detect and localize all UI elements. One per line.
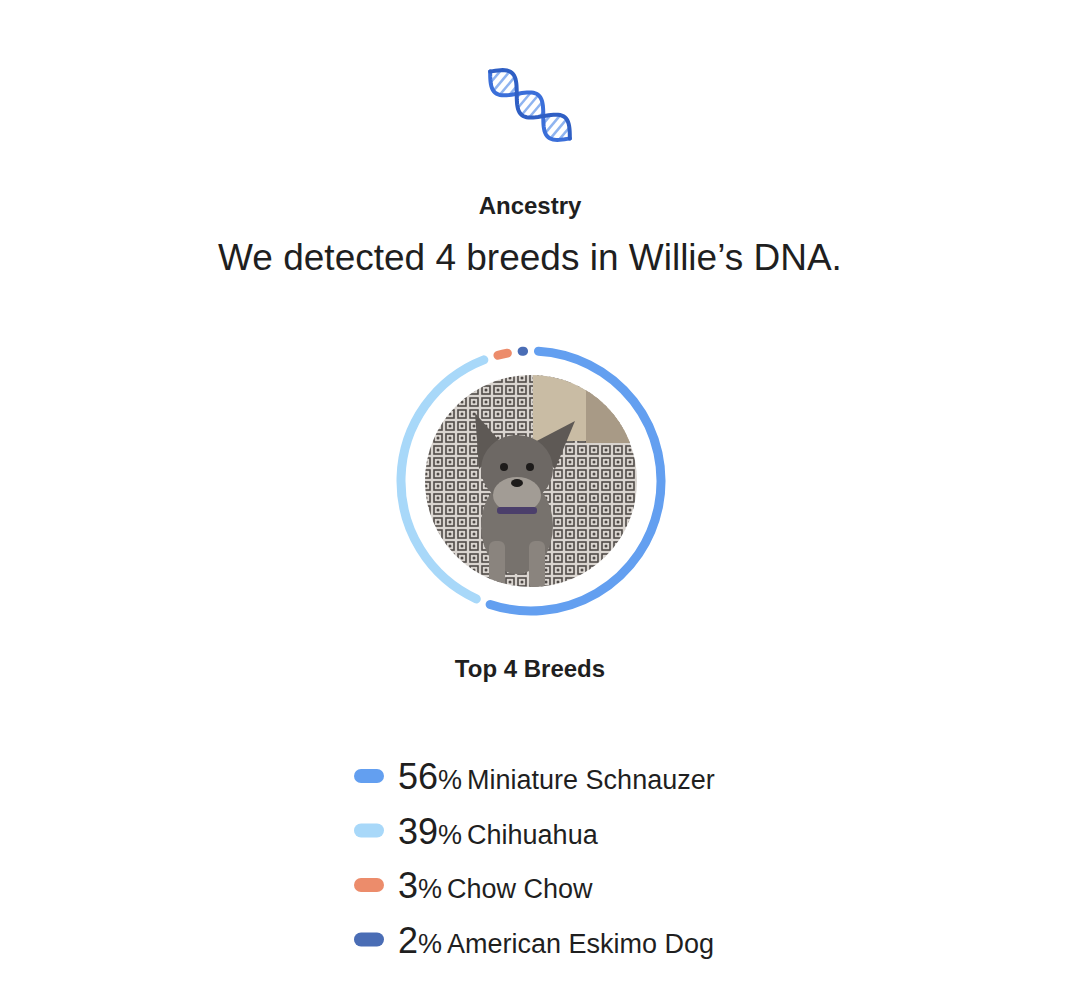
chart-canvas: Ancestry We detected 4 breeds in Willie’s…: [0, 0, 1080, 991]
donut-segment: [401, 360, 484, 599]
legend-swatch: [354, 878, 384, 892]
legend-value-unit: %: [438, 765, 462, 795]
subtitle: Top 4 Breeds: [455, 655, 605, 682]
dna-rung: [522, 95, 539, 115]
legend-value-number: 3: [398, 865, 418, 906]
legend-value: 3%: [398, 865, 442, 906]
legend-entry: 3%Chow Chow: [398, 865, 593, 906]
legend-swatch: [354, 824, 384, 838]
legend-label: American Eskimo Dog: [447, 929, 714, 959]
donut: [401, 351, 661, 611]
legend: 56%Miniature Schnauzer39%Chihuahua3%Chow…: [354, 756, 715, 961]
dog-eye: [500, 463, 508, 471]
title: We detected 4 breeds in Willie’s DNA.: [218, 237, 842, 278]
legend-value: 39%: [398, 811, 462, 852]
legend-label: Miniature Schnauzer: [467, 765, 715, 795]
legend-value-number: 2: [398, 920, 418, 961]
dna-strand: [482, 62, 578, 149]
dog-beard: [493, 477, 541, 513]
legend-label: Chow Chow: [447, 874, 593, 904]
dna-rung: [550, 119, 566, 138]
dna-icon: [482, 62, 578, 149]
dog-nose: [511, 479, 523, 487]
legend-entry: 2%American Eskimo Dog: [398, 920, 714, 961]
photo-dog: [475, 413, 575, 589]
legend-entry: 39%Chihuahua: [398, 811, 599, 852]
legend-value-number: 56: [398, 756, 438, 797]
legend-value-unit: %: [438, 820, 462, 850]
header: Ancestry: [479, 192, 582, 219]
donut-segment: [522, 347, 523, 356]
legend-swatch: [354, 769, 384, 783]
dna-strand: [482, 62, 578, 149]
legend-label: Chihuahua: [467, 820, 599, 850]
dog-collar: [497, 507, 537, 514]
legend-value-unit: %: [418, 929, 442, 959]
photo-floor: [421, 371, 641, 591]
photo: [421, 371, 646, 591]
dog-leg: [529, 541, 545, 589]
donut-segment: [498, 353, 507, 355]
donut-segment: [490, 351, 661, 611]
legend-value: 2%: [398, 920, 442, 961]
legend-swatch: [354, 933, 384, 947]
legend-entry: 56%Miniature Schnauzer: [398, 756, 715, 797]
legend-value-number: 39: [398, 811, 438, 852]
dog-leg: [489, 541, 505, 589]
legend-value-unit: %: [418, 874, 442, 904]
legend-value: 56%: [398, 756, 462, 797]
dna-rung: [493, 71, 509, 90]
dog-eye: [526, 463, 534, 471]
